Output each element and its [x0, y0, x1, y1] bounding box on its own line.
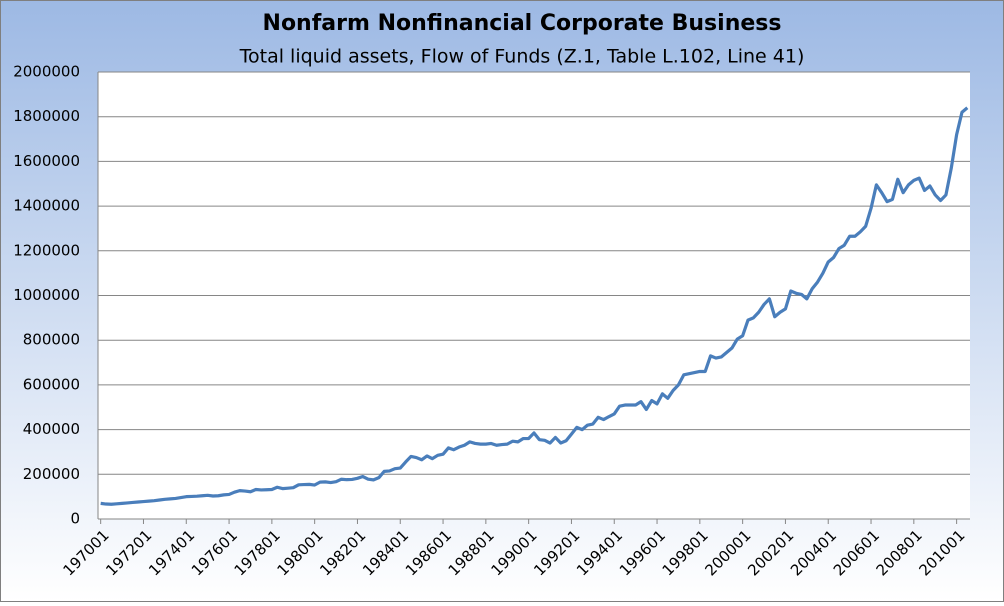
- y-tick-label: 800000: [23, 331, 80, 349]
- y-tick-label: 2000000: [13, 63, 80, 81]
- chart-title: Nonfarm Nonfinancial Corporate Business: [263, 11, 782, 36]
- y-tick-label: 1200000: [13, 241, 80, 259]
- y-tick-label: 400000: [23, 420, 80, 438]
- y-tick-label: 200000: [23, 465, 80, 483]
- y-tick-label: 1800000: [13, 107, 80, 125]
- y-tick-label: 0: [70, 510, 80, 528]
- chart-subtitle: Total liquid assets, Flow of Funds (Z.1,…: [239, 46, 805, 68]
- y-tick-label: 600000: [23, 375, 80, 393]
- y-tick-label: 1400000: [13, 197, 80, 215]
- y-tick-label: 1000000: [13, 286, 80, 304]
- data-line: [100, 106, 969, 506]
- y-tick-label: 1600000: [13, 152, 80, 170]
